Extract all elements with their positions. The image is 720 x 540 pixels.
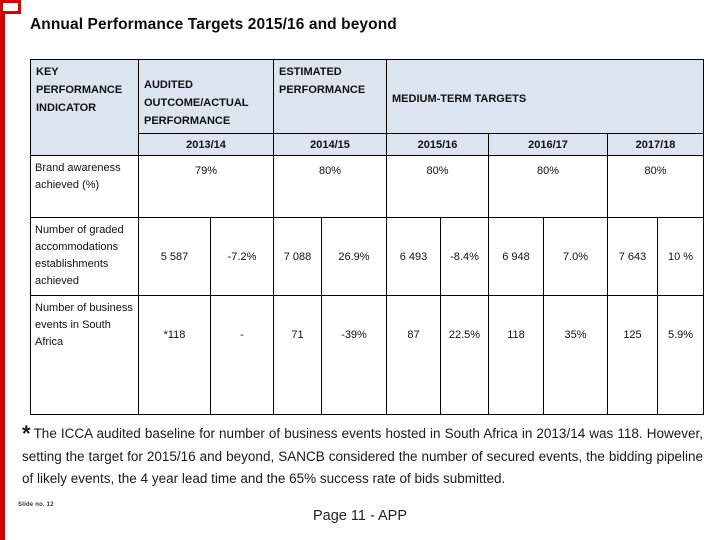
year-header: 2016/17 <box>488 133 608 156</box>
top-left-accent-box <box>0 0 21 14</box>
table-cell: 7 643 <box>607 217 658 296</box>
footnote-asterisk: * <box>22 421 31 446</box>
table-cell: -39% <box>321 295 387 415</box>
header-audited-outcome: AUDITED OUTCOME/ACTUAL PERFORMANCE <box>138 59 274 134</box>
table-cell: 80% <box>386 155 489 218</box>
table-cell: 118 <box>488 295 544 415</box>
table-cell: -7.2% <box>210 217 274 296</box>
table-cell: 5.9% <box>656 295 705 415</box>
table-cell: 87 <box>386 295 441 415</box>
left-accent-bar <box>0 0 5 540</box>
table-cell: 7 088 <box>273 217 322 296</box>
table-cell: 80% <box>606 155 705 218</box>
table-cell: 7.0% <box>543 217 608 296</box>
table-cell: 26.9% <box>321 217 387 296</box>
year-header: 2014/15 <box>273 133 387 156</box>
year-header: 2017/18 <box>606 133 705 156</box>
kpi-cell-brand-awareness: Brand awareness achieved (%) <box>30 155 139 218</box>
kpi-cell-graded-accommodations: Number of graded accommodations establis… <box>30 217 139 296</box>
table-cell: 80% <box>273 155 387 218</box>
year-header: 2015/16 <box>386 133 489 156</box>
slide-number: Slide no. 12 <box>18 502 54 508</box>
table-cell: -8.4% <box>440 217 489 296</box>
page-footer: Page 11 - APP <box>312 508 408 524</box>
table-cell: 79% <box>138 155 274 218</box>
table-cell: - <box>210 295 274 415</box>
table-cell: 125 <box>607 295 658 415</box>
table-cell: 10 % <box>656 217 705 296</box>
performance-targets-table: KEY PERFORMANCE INDICATOR AUDITED OUTCOM… <box>30 59 705 415</box>
table-cell: 6 948 <box>488 217 544 296</box>
table-cell: 71 <box>273 295 322 415</box>
table-cell: 35% <box>543 295 608 415</box>
table-cell: 22.5% <box>440 295 489 415</box>
header-medium-term-targets: MEDIUM-TERM TARGETS <box>385 59 705 134</box>
header-estimated-performance: ESTIMATED PERFORMANCE <box>273 59 387 134</box>
table-cell: 6 493 <box>386 217 441 296</box>
table-cell: 5 587 <box>138 217 211 296</box>
kpi-cell-business-events: Number of business events in South Afric… <box>30 295 139 415</box>
table-cell: 80% <box>488 155 608 218</box>
page-title: Annual Performance Targets 2015/16 and b… <box>30 16 397 33</box>
header-kpi: KEY PERFORMANCE INDICATOR <box>30 59 139 156</box>
footnote: * The ICCA audited baseline for number of… <box>22 420 703 491</box>
table-cell: *118 <box>138 295 211 415</box>
footnote-text: The ICCA audited baseline for number of … <box>22 426 703 486</box>
year-header: 2013/14 <box>138 133 274 156</box>
